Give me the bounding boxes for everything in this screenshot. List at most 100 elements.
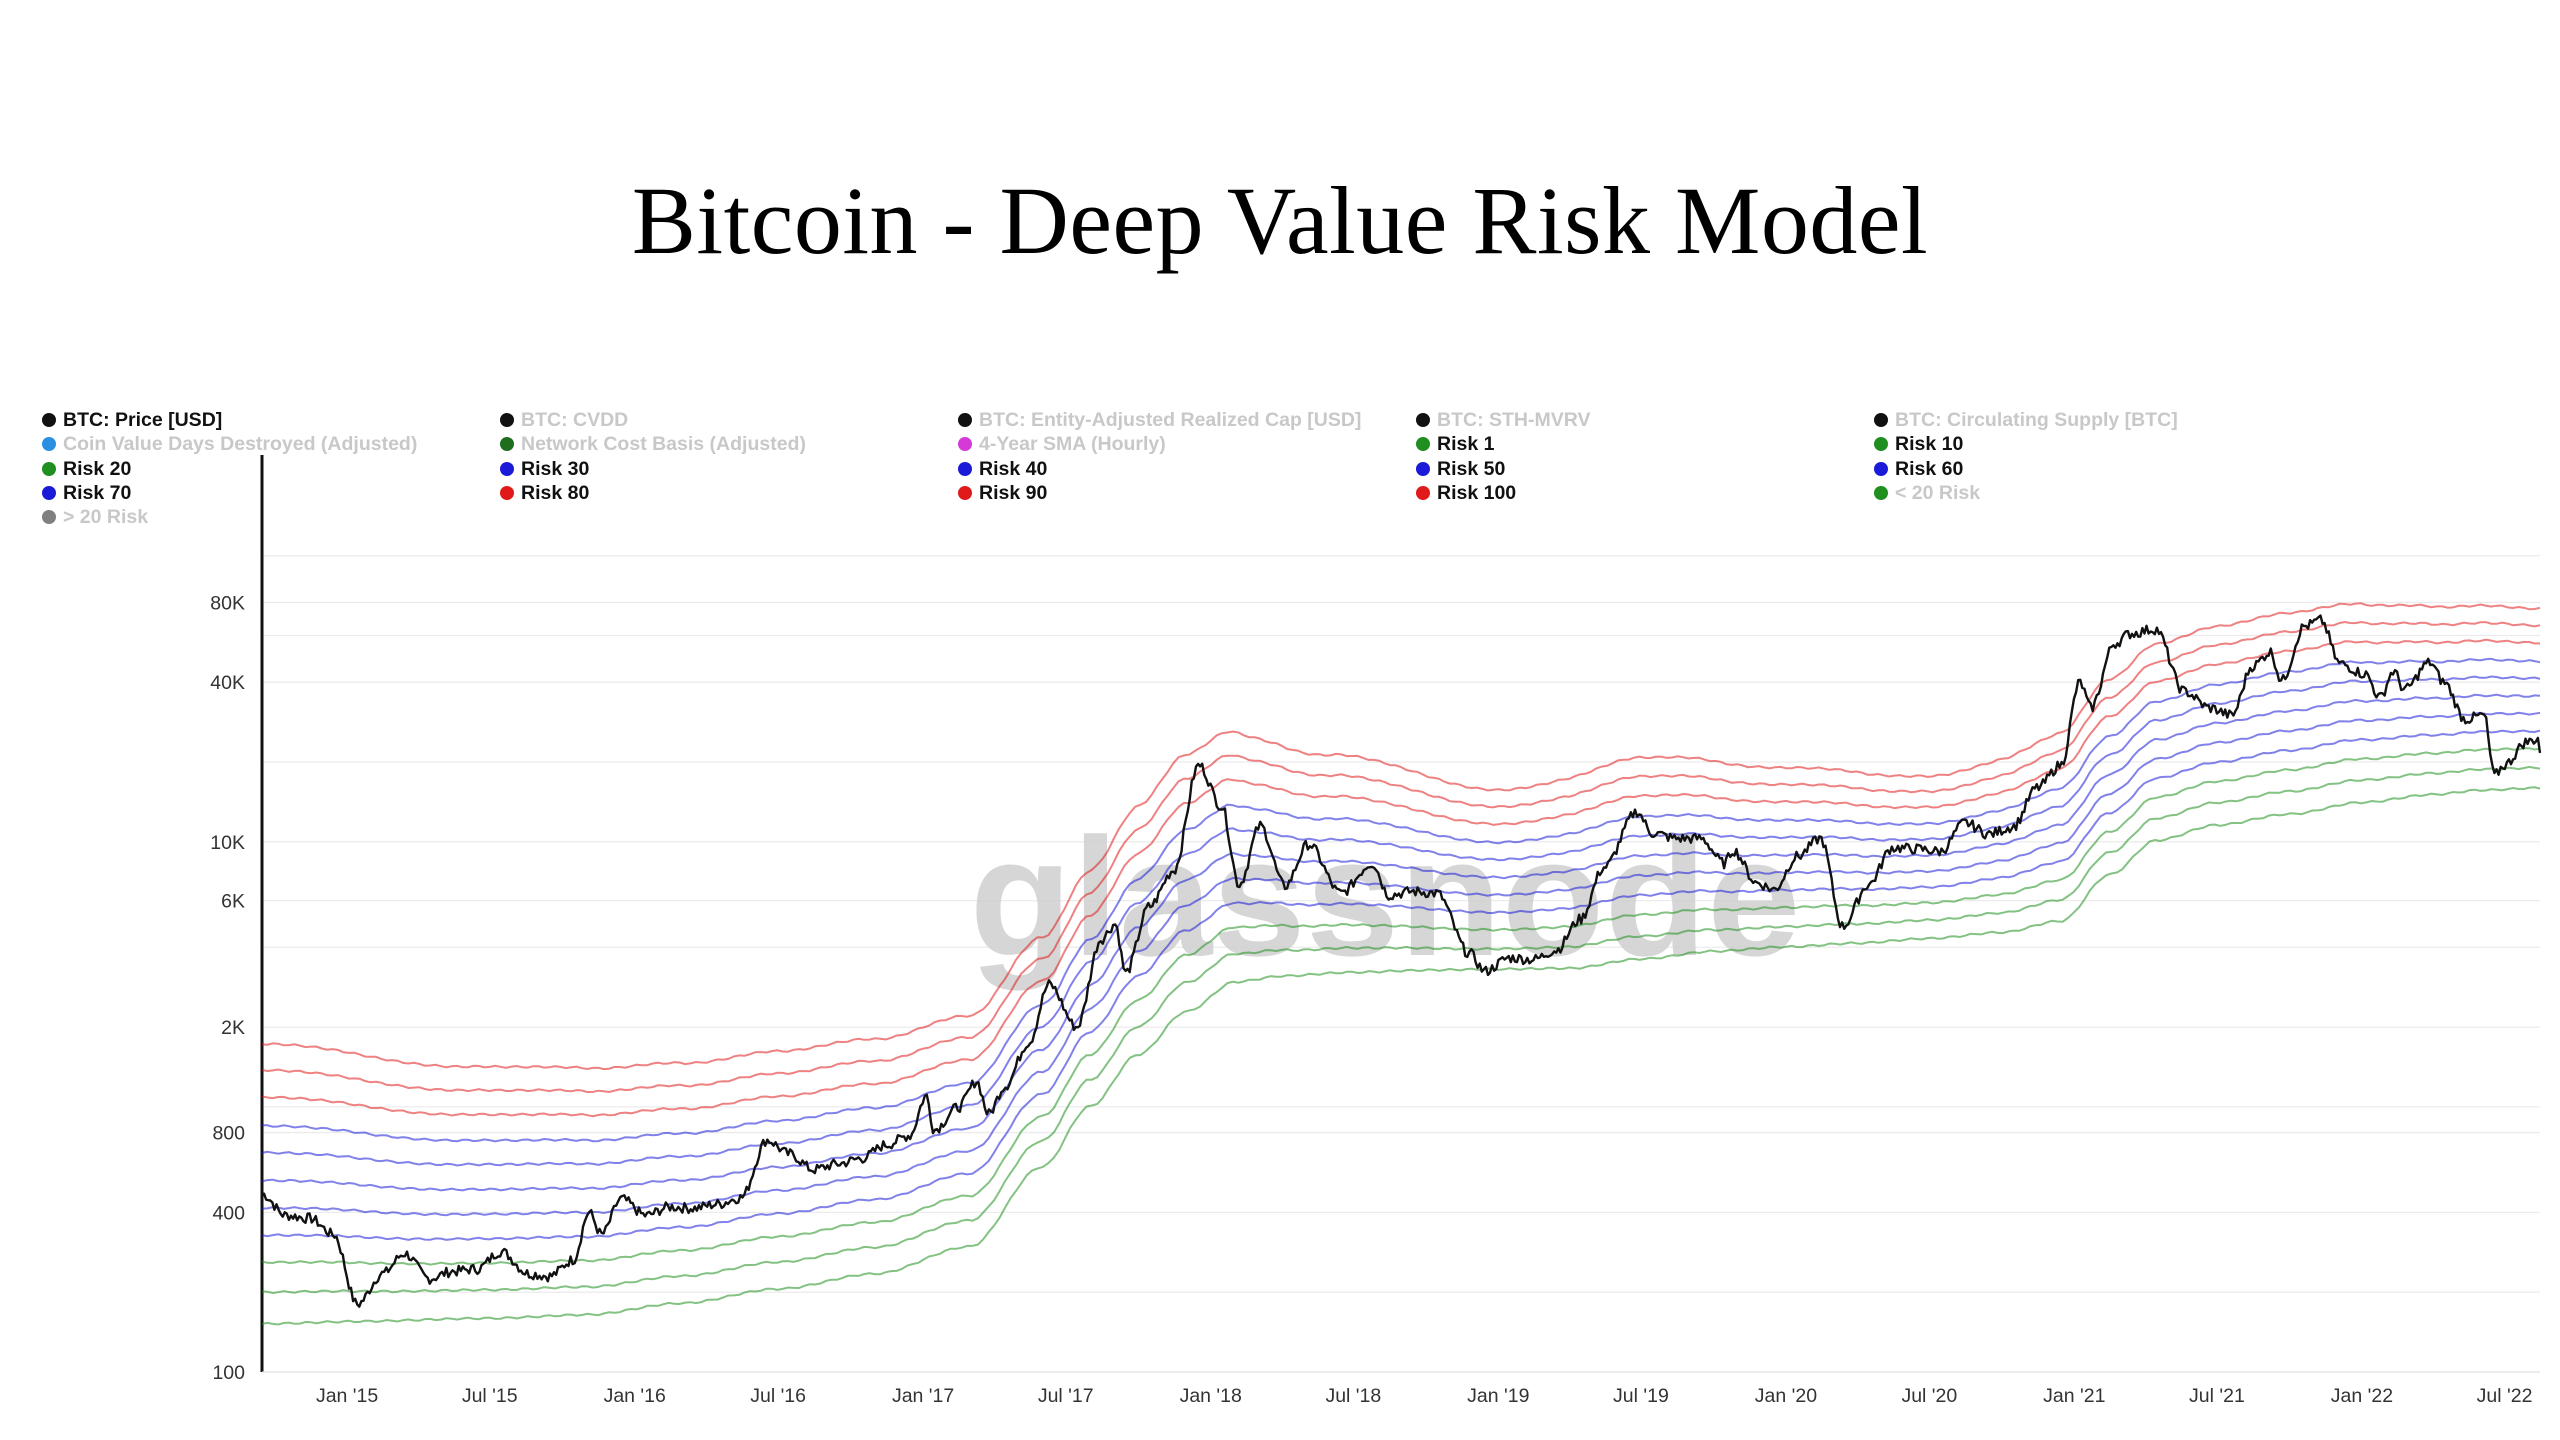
- legend-label: Risk 100: [1437, 482, 1517, 504]
- x-tick-label: Jul '19: [1613, 1385, 1669, 1407]
- x-tick-label: Jul '22: [2477, 1385, 2533, 1407]
- legend-marker: [958, 462, 972, 476]
- y-tick-label: 6K: [221, 891, 245, 913]
- legend-item[interactable]: Risk 60: [1874, 457, 1963, 481]
- risk-band-line: [262, 657, 2541, 1143]
- legend-marker: [500, 462, 514, 476]
- legend-label: Risk 90: [979, 482, 1048, 504]
- legend-marker: [958, 413, 972, 427]
- y-tick-label: 10K: [210, 832, 245, 854]
- legend-item[interactable]: BTC: Circulating Supply [BTC]: [1874, 408, 2178, 432]
- legend-item[interactable]: Risk 70: [42, 481, 131, 505]
- legend-item[interactable]: Risk 40: [958, 457, 1047, 481]
- x-tick-label: Jan '19: [1467, 1385, 1529, 1407]
- legend-marker: [1874, 486, 1888, 500]
- legend-label: Risk 20: [63, 458, 132, 480]
- legend-marker: [1416, 437, 1430, 451]
- legend-label: Coin Value Days Destroyed (Adjusted): [63, 433, 418, 455]
- legend-label: Risk 30: [521, 458, 590, 480]
- legend-marker: [958, 486, 972, 500]
- legend-marker: [1416, 462, 1430, 476]
- price-line: [261, 614, 2542, 1308]
- legend-item[interactable]: > 20 Risk: [42, 505, 148, 529]
- y-tick-label: 400: [212, 1202, 245, 1224]
- legend-item[interactable]: Network Cost Basis (Adjusted): [500, 432, 806, 456]
- watermark: glassnode: [970, 803, 1801, 991]
- legend-item[interactable]: Risk 1: [1416, 432, 1494, 456]
- y-tick-label: 100: [212, 1362, 245, 1384]
- legend-label: Risk 70: [63, 482, 132, 504]
- x-tick-label: Jan '17: [892, 1385, 954, 1407]
- x-tick-label: Jan '16: [604, 1385, 666, 1407]
- legend-marker: [500, 486, 514, 500]
- risk-band-line: [261, 711, 2541, 1217]
- y-tick-label: 800: [212, 1123, 245, 1145]
- legend-item[interactable]: 4-Year SMA (Hourly): [958, 432, 1166, 456]
- legend-item[interactable]: Risk 30: [500, 457, 589, 481]
- y-tick-label: 80K: [210, 592, 245, 614]
- legend-item[interactable]: Coin Value Days Destroyed (Adjusted): [42, 432, 417, 456]
- legend-label: BTC: CVDD: [521, 409, 629, 431]
- y-tick-label: 40K: [210, 672, 245, 694]
- legend-item[interactable]: Risk 50: [1416, 457, 1505, 481]
- legend-label: Risk 10: [1895, 433, 1964, 455]
- legend-marker: [500, 437, 514, 451]
- legend-item[interactable]: BTC: Price [USD]: [42, 408, 222, 432]
- legend-label: 4-Year SMA (Hourly): [979, 433, 1166, 455]
- legend-label: Risk 60: [1895, 458, 1964, 480]
- legend-marker: [1874, 462, 1888, 476]
- legend-marker: [1416, 486, 1430, 500]
- legend-marker: [500, 413, 514, 427]
- legend-label: Risk 50: [1437, 458, 1506, 480]
- legend-marker: [42, 486, 56, 500]
- x-tick-label: Jan '18: [1180, 1385, 1242, 1407]
- x-tick-label: Jul '16: [750, 1385, 806, 1407]
- legend-item[interactable]: Risk 10: [1874, 432, 1963, 456]
- legend-label: Network Cost Basis (Adjusted): [521, 433, 806, 455]
- legend-marker: [1874, 437, 1888, 451]
- legend-label: > 20 Risk: [63, 506, 149, 528]
- legend-item[interactable]: Risk 100: [1416, 481, 1516, 505]
- x-tick-label: Jan '15: [316, 1385, 378, 1407]
- risk-band-line: [261, 729, 2541, 1241]
- legend-marker: [1416, 413, 1430, 427]
- x-tick-label: Jan '21: [2043, 1385, 2105, 1407]
- legend-item[interactable]: BTC: Entity-Adjusted Realized Cap [USD]: [958, 408, 1361, 432]
- legend-marker: [42, 462, 56, 476]
- legend-marker: [1874, 413, 1888, 427]
- legend-label: BTC: Price [USD]: [63, 409, 223, 431]
- x-tick-label: Jul '15: [462, 1385, 518, 1407]
- legend-item[interactable]: BTC: CVDD: [500, 408, 628, 432]
- legend-marker: [42, 437, 56, 451]
- x-tick-label: Jul '17: [1038, 1385, 1094, 1407]
- legend-label: BTC: Circulating Supply [BTC]: [1895, 409, 2178, 431]
- legend-item[interactable]: BTC: STH-MVRV: [1416, 408, 1590, 432]
- risk-band-line: [261, 638, 2541, 1118]
- risk-band-line: [261, 675, 2541, 1167]
- x-tick-label: Jul '20: [1901, 1385, 1957, 1407]
- risk-band-line: [261, 747, 2541, 1266]
- risk-band-line: [261, 786, 2541, 1326]
- x-tick-label: Jul '21: [2189, 1385, 2245, 1407]
- legend-item[interactable]: Risk 20: [42, 457, 131, 481]
- risk-band-line: [261, 693, 2541, 1192]
- legend-label: Risk 40: [979, 458, 1048, 480]
- legend-marker: [42, 510, 56, 524]
- legend-label: BTC: STH-MVRV: [1437, 409, 1591, 431]
- risk-band-line: [261, 620, 2541, 1094]
- legend-label: BTC: Entity-Adjusted Realized Cap [USD]: [979, 409, 1362, 431]
- x-tick-label: Jan '20: [1755, 1385, 1817, 1407]
- legend-marker: [42, 413, 56, 427]
- risk-band-line: [261, 602, 2541, 1071]
- chart-legend: BTC: Price [USD] Coin Value Days Destroye…: [0, 0, 2560, 530]
- x-tick-label: Jul '18: [1325, 1385, 1381, 1407]
- legend-label: Risk 80: [521, 482, 590, 504]
- legend-marker: [958, 437, 972, 451]
- x-tick-label: Jan '22: [2331, 1385, 2393, 1407]
- legend-item[interactable]: Risk 80: [500, 481, 589, 505]
- legend-item[interactable]: < 20 Risk: [1874, 481, 1980, 505]
- y-tick-label: 2K: [221, 1017, 245, 1039]
- risk-band-line: [261, 765, 2541, 1295]
- legend-item[interactable]: Risk 90: [958, 481, 1047, 505]
